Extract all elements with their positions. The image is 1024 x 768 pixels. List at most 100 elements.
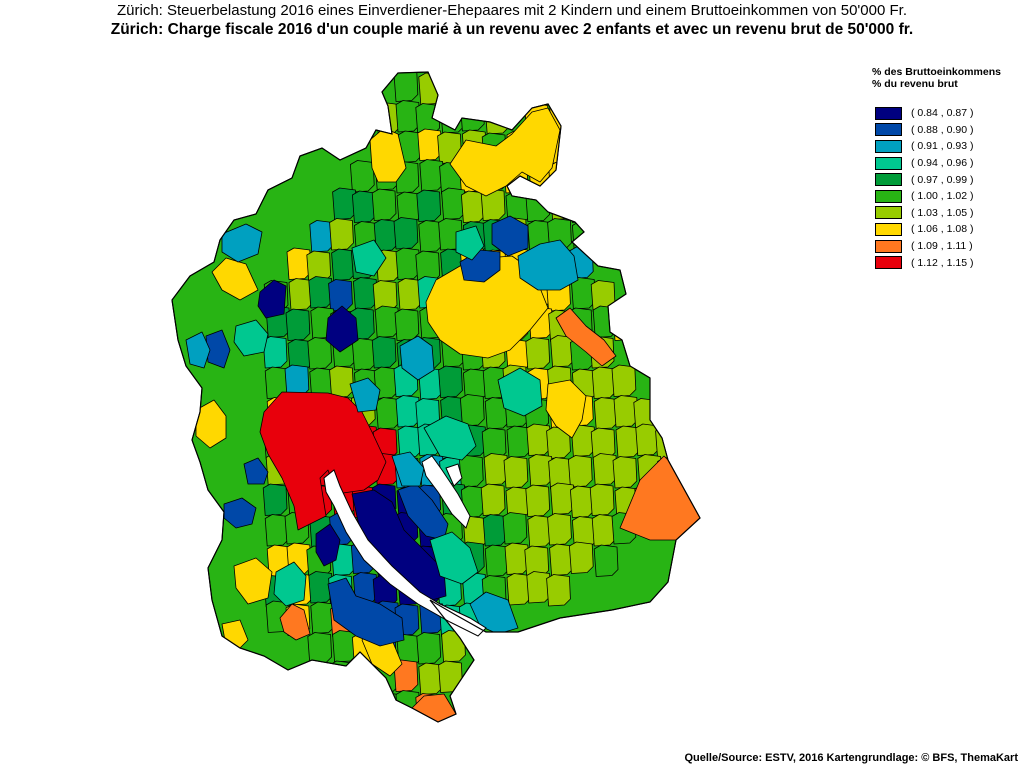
legend-label: ( 1.03 , 1.05 )	[911, 206, 974, 219]
municipality	[593, 544, 619, 577]
municipality-blue-1	[257, 279, 287, 319]
municipality	[458, 455, 484, 488]
municipality	[285, 308, 311, 341]
legend-label: ( 0.94 , 0.96 )	[911, 157, 974, 170]
municipality-mint-1	[497, 367, 543, 417]
legend-swatch	[875, 222, 902, 236]
municipality	[307, 337, 333, 370]
municipality	[438, 365, 463, 398]
municipality	[655, 426, 680, 459]
legend-label: ( 1.06 , 1.08 )	[911, 223, 974, 236]
legend-item: ( 0.94 , 0.96 )	[872, 155, 1022, 172]
municipality-mblue-2	[327, 577, 405, 647]
municipality	[371, 188, 397, 221]
municipality	[658, 396, 683, 429]
municipality	[569, 541, 594, 574]
lake-greifensee	[421, 455, 471, 529]
municipality-mblue-1	[397, 483, 449, 541]
municipality-mint-2	[423, 415, 477, 461]
municipality-yellow-nw	[211, 257, 259, 301]
municipality	[503, 456, 529, 489]
legend-swatch	[875, 173, 902, 187]
municipality-mblue-3	[491, 215, 529, 257]
municipality-mblue-7	[243, 457, 269, 485]
map-title: Zürich: Steuerbelastung 2016 eines Einve…	[0, 2, 1024, 40]
legend-label: ( 0.84 , 0.87 )	[911, 107, 974, 120]
municipality	[525, 189, 550, 222]
municipality-mint-6	[455, 225, 485, 261]
municipality	[589, 483, 615, 516]
municipality	[525, 337, 550, 370]
lakes	[323, 455, 487, 637]
municipality	[393, 72, 419, 102]
legend-label: ( 0.91 , 0.93 )	[911, 140, 974, 153]
legend-item: ( 0.84 , 0.87 )	[872, 105, 1022, 122]
municipality-teal-1	[221, 223, 263, 263]
municipality	[525, 484, 550, 517]
legend-swatch	[875, 239, 902, 253]
municipality	[611, 364, 637, 397]
municipality	[547, 513, 572, 546]
legend-item: ( 1.00 , 1.02 )	[872, 188, 1022, 205]
municipality-teal-4	[391, 451, 425, 487]
municipality	[329, 218, 354, 251]
canton-outline	[171, 71, 701, 723]
municipality	[393, 659, 419, 692]
municipality	[612, 456, 638, 489]
title-french: Zürich: Charge fiscale 2016 d'un couple …	[110, 21, 914, 38]
municipality	[570, 190, 595, 223]
municipality	[459, 394, 485, 427]
municipality-yellow-e	[545, 379, 587, 439]
legend-label: ( 0.97 , 0.99 )	[911, 173, 974, 186]
municipality	[416, 632, 442, 665]
municipality	[307, 632, 333, 665]
legend-swatch	[875, 123, 902, 137]
legend-item: ( 1.06 , 1.08 )	[872, 221, 1022, 238]
legend-item: ( 1.03 , 1.05 )	[872, 205, 1022, 222]
legend-label: ( 0.88 , 0.90 )	[911, 123, 974, 136]
legend-swatch	[875, 156, 902, 170]
municipality	[568, 455, 593, 488]
legend-swatch	[875, 189, 902, 203]
municipality-teal-5	[399, 335, 435, 381]
municipality-teal-2	[517, 239, 579, 291]
municipality-north-2	[449, 107, 561, 197]
lake-zurich	[323, 469, 487, 637]
legend-swatch	[875, 139, 902, 153]
legend-swatch	[875, 206, 902, 220]
municipality	[349, 160, 375, 193]
municipality	[462, 73, 488, 106]
legend-item: ( 0.88 , 0.90 )	[872, 122, 1022, 139]
municipality-mint-3	[429, 531, 479, 585]
municipality-yellow-sw	[233, 557, 273, 605]
legend-swatch	[875, 106, 902, 120]
municipality-teal-7	[185, 331, 211, 369]
municipality-orange-east	[555, 307, 617, 367]
legend-label: ( 1.12 , 1.15 )	[911, 256, 974, 269]
municipality-north-1	[369, 127, 407, 183]
municipality	[441, 630, 466, 663]
municipality-yellow-w	[195, 399, 227, 449]
municipality	[438, 660, 463, 693]
legend-title-french: % du revenu brut	[872, 78, 958, 90]
municipality	[393, 217, 419, 250]
municipality	[546, 574, 571, 607]
legend-item: ( 0.97 , 0.99 )	[872, 171, 1022, 188]
municipality	[328, 279, 353, 312]
legend-item: ( 1.09 , 1.11 )	[872, 238, 1022, 255]
municipality	[459, 99, 485, 132]
municipality	[480, 483, 506, 516]
legend-label: ( 1.09 , 1.11 )	[911, 240, 973, 253]
municipality-mint-7	[351, 239, 387, 277]
legend-title-german: % des Bruttoeinkommens	[872, 66, 1001, 78]
lake-pfaeffikersee	[445, 463, 463, 487]
municipality	[353, 663, 379, 696]
legend-item: ( 0.91 , 0.93 )	[872, 138, 1022, 155]
source-credit: Quelle/Source: ESTV, 2016 Kartengrundlag…	[684, 752, 1018, 764]
municipality	[371, 336, 397, 369]
legend-item: ( 1.12 , 1.15 )	[872, 254, 1022, 271]
legend-swatch	[875, 256, 902, 270]
municipality	[484, 102, 510, 135]
municipality	[502, 512, 528, 545]
